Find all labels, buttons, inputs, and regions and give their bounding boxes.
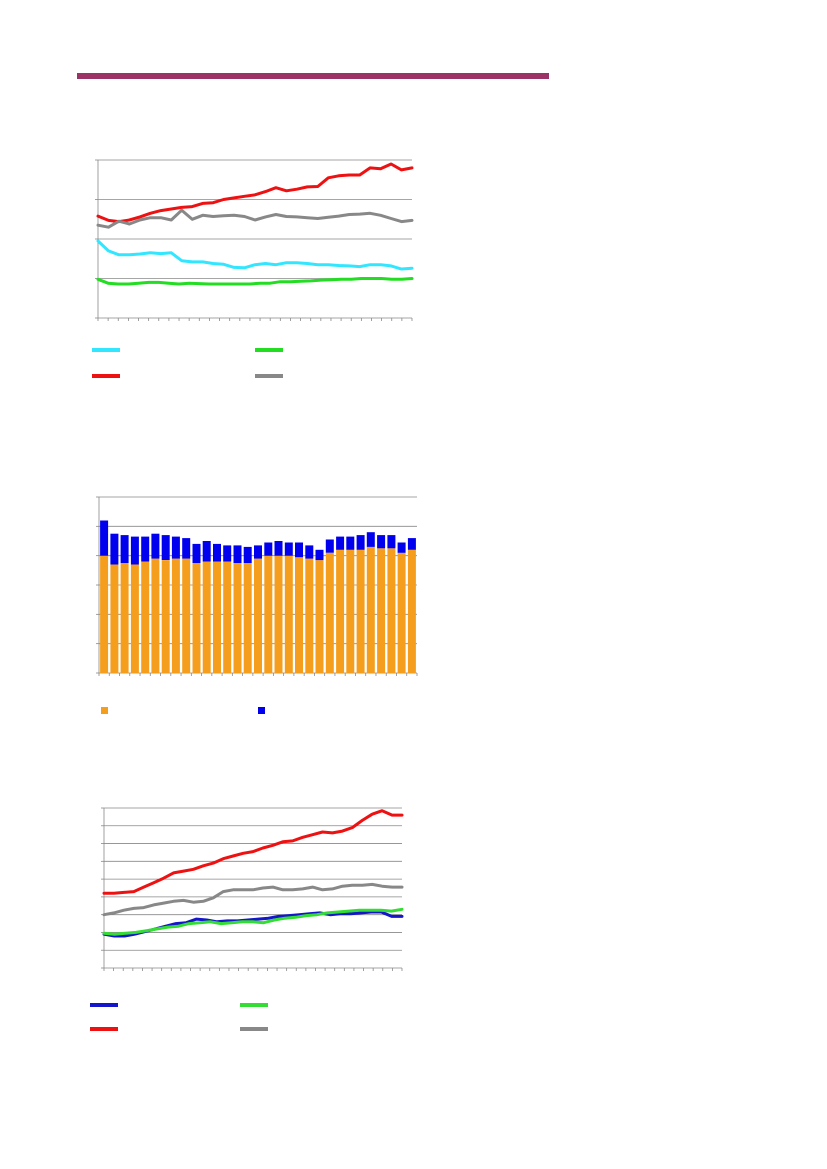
- bar-segment-2: [223, 545, 232, 562]
- bar-segment-2: [325, 539, 334, 553]
- bar-segment-1: [202, 561, 211, 673]
- bar-segment-2: [264, 542, 273, 556]
- bar-segment-2: [254, 545, 262, 559]
- legend-swatch: [240, 1027, 268, 1031]
- chart-3: [101, 807, 404, 971]
- series-line-3: [96, 162, 414, 224]
- bar-segment-2: [407, 538, 416, 550]
- bar-segment-1: [356, 549, 365, 673]
- bar-segment-1: [346, 549, 355, 673]
- legend-swatch: [90, 1003, 118, 1007]
- legend-swatch: [92, 374, 120, 378]
- legend-swatch: [258, 707, 265, 714]
- bar-segment-1: [130, 564, 139, 673]
- bar-segment-1: [284, 555, 293, 673]
- bar-segment-1: [377, 548, 386, 673]
- bar-segment-2: [274, 541, 283, 556]
- legend-swatch: [255, 374, 283, 378]
- bar-segment-1: [254, 558, 262, 673]
- bar-segment-2: [315, 549, 324, 561]
- bar-segment-1: [100, 555, 109, 673]
- bar-segment-2: [161, 535, 170, 560]
- bar-segment-1: [182, 558, 191, 673]
- bar-segment-1: [397, 552, 406, 673]
- bar-segment-2: [213, 543, 221, 562]
- bar-segment-2: [171, 536, 180, 559]
- bar-segment-2: [141, 536, 150, 562]
- bar-segment-1: [325, 552, 334, 673]
- bar-segment-2: [397, 542, 406, 553]
- bar-segment-2: [243, 546, 252, 563]
- series-line-4: [102, 882, 404, 917]
- bar-segment-2: [305, 545, 314, 559]
- bar-segment-2: [284, 542, 293, 556]
- header-rule: [77, 73, 549, 79]
- bar-segment-1: [110, 564, 119, 673]
- bar-segment-2: [336, 536, 345, 550]
- bar-segment-2: [151, 533, 160, 559]
- bar-segment-2: [346, 536, 355, 550]
- bar-segment-2: [120, 535, 129, 563]
- bar-segment-1: [213, 561, 221, 673]
- bar-segment-1: [233, 563, 242, 673]
- chart-1: [95, 159, 414, 321]
- bar-segment-2: [356, 535, 365, 550]
- bar-segment-2: [130, 536, 139, 565]
- series-line-4: [96, 208, 414, 229]
- series-line-2: [102, 907, 404, 936]
- bar-segment-2: [387, 535, 396, 549]
- chart-2: [96, 496, 418, 676]
- bar-segment-1: [295, 557, 303, 673]
- bar-segment-2: [110, 533, 119, 565]
- bar-segment-2: [182, 538, 191, 559]
- bar-segment-1: [171, 558, 180, 673]
- bar-segment-1: [366, 546, 375, 673]
- bar-segment-1: [387, 548, 396, 673]
- bar-segment-1: [315, 560, 324, 673]
- bar-segment-2: [100, 520, 109, 556]
- bar-segment-2: [366, 532, 375, 547]
- series-line-2: [96, 277, 414, 286]
- bar-segment-1: [407, 549, 416, 673]
- legend-swatch: [92, 348, 120, 352]
- legend-swatch: [101, 707, 108, 714]
- bar-segment-2: [192, 543, 201, 563]
- bar-segment-2: [377, 535, 386, 549]
- series-line-3: [102, 809, 404, 895]
- bar-segment-2: [295, 542, 303, 558]
- legend-swatch: [240, 1003, 268, 1007]
- bar-segment-1: [192, 563, 201, 673]
- bar-segment-1: [264, 555, 273, 673]
- bar-segment-1: [141, 561, 150, 673]
- bar-segment-1: [305, 558, 314, 673]
- series-line-1: [96, 239, 414, 271]
- bar-segment-2: [202, 541, 211, 562]
- bar-segment-1: [243, 563, 252, 673]
- bar-segment-1: [223, 561, 232, 673]
- legend-swatch: [255, 348, 283, 352]
- bar-segment-1: [120, 563, 129, 673]
- bar-segment-1: [274, 555, 283, 673]
- bar-segment-1: [161, 560, 170, 673]
- bar-segment-1: [336, 549, 345, 673]
- bar-segment-1: [151, 558, 160, 673]
- legend-swatch: [90, 1027, 118, 1031]
- bar-segment-2: [233, 545, 242, 563]
